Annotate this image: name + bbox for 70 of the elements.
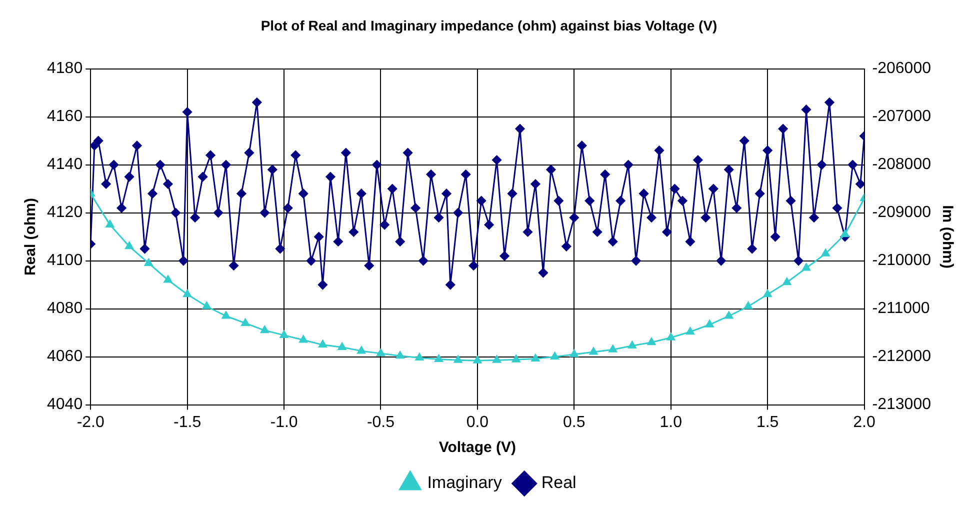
x-tick-label: -1.5: [174, 414, 202, 431]
y2-axis-title: Im (ohm): [938, 205, 956, 268]
y-tick-label: 4180: [47, 60, 83, 78]
point: [260, 326, 269, 334]
point: [744, 302, 752, 310]
point: [724, 311, 734, 319]
point: [763, 290, 772, 298]
point: [357, 346, 366, 354]
point: [550, 352, 560, 360]
point: [473, 356, 482, 364]
y-tick-label: 4100: [47, 252, 83, 270]
point: [782, 278, 792, 286]
point: [666, 332, 676, 340]
point: [164, 275, 172, 283]
point: [125, 242, 134, 250]
legend-label: Imaginary: [427, 473, 502, 492]
point: [628, 341, 636, 349]
point: [492, 355, 501, 363]
y-tick-label: 4060: [47, 348, 83, 366]
x-tick-label: 0.5: [563, 414, 586, 431]
point: [570, 350, 578, 358]
y-tick-label: 4160: [47, 108, 83, 126]
point: [299, 335, 308, 343]
y-tick-label: 4040: [47, 396, 83, 414]
point: [802, 263, 810, 271]
point: [280, 330, 288, 338]
y2-tick-label: -207000: [872, 108, 932, 126]
point: [144, 258, 153, 266]
point: [415, 353, 424, 361]
y-axis-title: Real (ohm): [22, 198, 40, 276]
point: [840, 230, 850, 238]
y-tick-label: 4080: [47, 300, 83, 318]
point: [647, 338, 656, 346]
y2-tick-label: -212000: [872, 348, 932, 366]
legend-label: Real: [541, 473, 576, 492]
y2-tick-label: -213000: [872, 396, 932, 414]
point: [454, 355, 462, 363]
x-tick-label: 2.0: [853, 414, 876, 431]
point: [202, 302, 211, 310]
y-tick-label: 4140: [47, 156, 83, 174]
x-tick-label: -0.5: [366, 414, 395, 431]
point: [338, 342, 346, 350]
x-tick-label: -2.0: [76, 414, 104, 431]
point: [183, 290, 192, 298]
point: [705, 320, 714, 328]
point: [318, 340, 327, 348]
y2-tick-label: -209000: [872, 204, 932, 222]
y2-tick-label: -208000: [872, 156, 932, 174]
point: [434, 354, 443, 362]
point: [106, 220, 114, 228]
y2-tick-label: -210000: [872, 252, 932, 270]
point: [589, 347, 598, 355]
point: [396, 351, 404, 359]
point: [531, 354, 540, 362]
y-tick-label: 4120: [47, 204, 83, 222]
y2-tick-label: -206000: [872, 60, 932, 78]
chart-title: Plot of Real and Imaginary impedance (ohm) against bias Voltage (V): [260, 17, 718, 34]
x-tick-label: 0.0: [466, 414, 489, 431]
y2-tick-label: -211000: [872, 300, 930, 318]
point: [241, 318, 250, 326]
x-tick-label: 1.0: [660, 414, 682, 431]
point: [512, 354, 520, 362]
x-tick-label: -1.0: [270, 414, 298, 431]
x-tick-label: 1.5: [756, 414, 779, 431]
point: [821, 248, 830, 256]
point: [222, 311, 230, 319]
point: [376, 348, 385, 356]
point: [686, 327, 694, 335]
point: [608, 344, 618, 352]
x-axis-title: Voltage (V): [438, 439, 516, 456]
